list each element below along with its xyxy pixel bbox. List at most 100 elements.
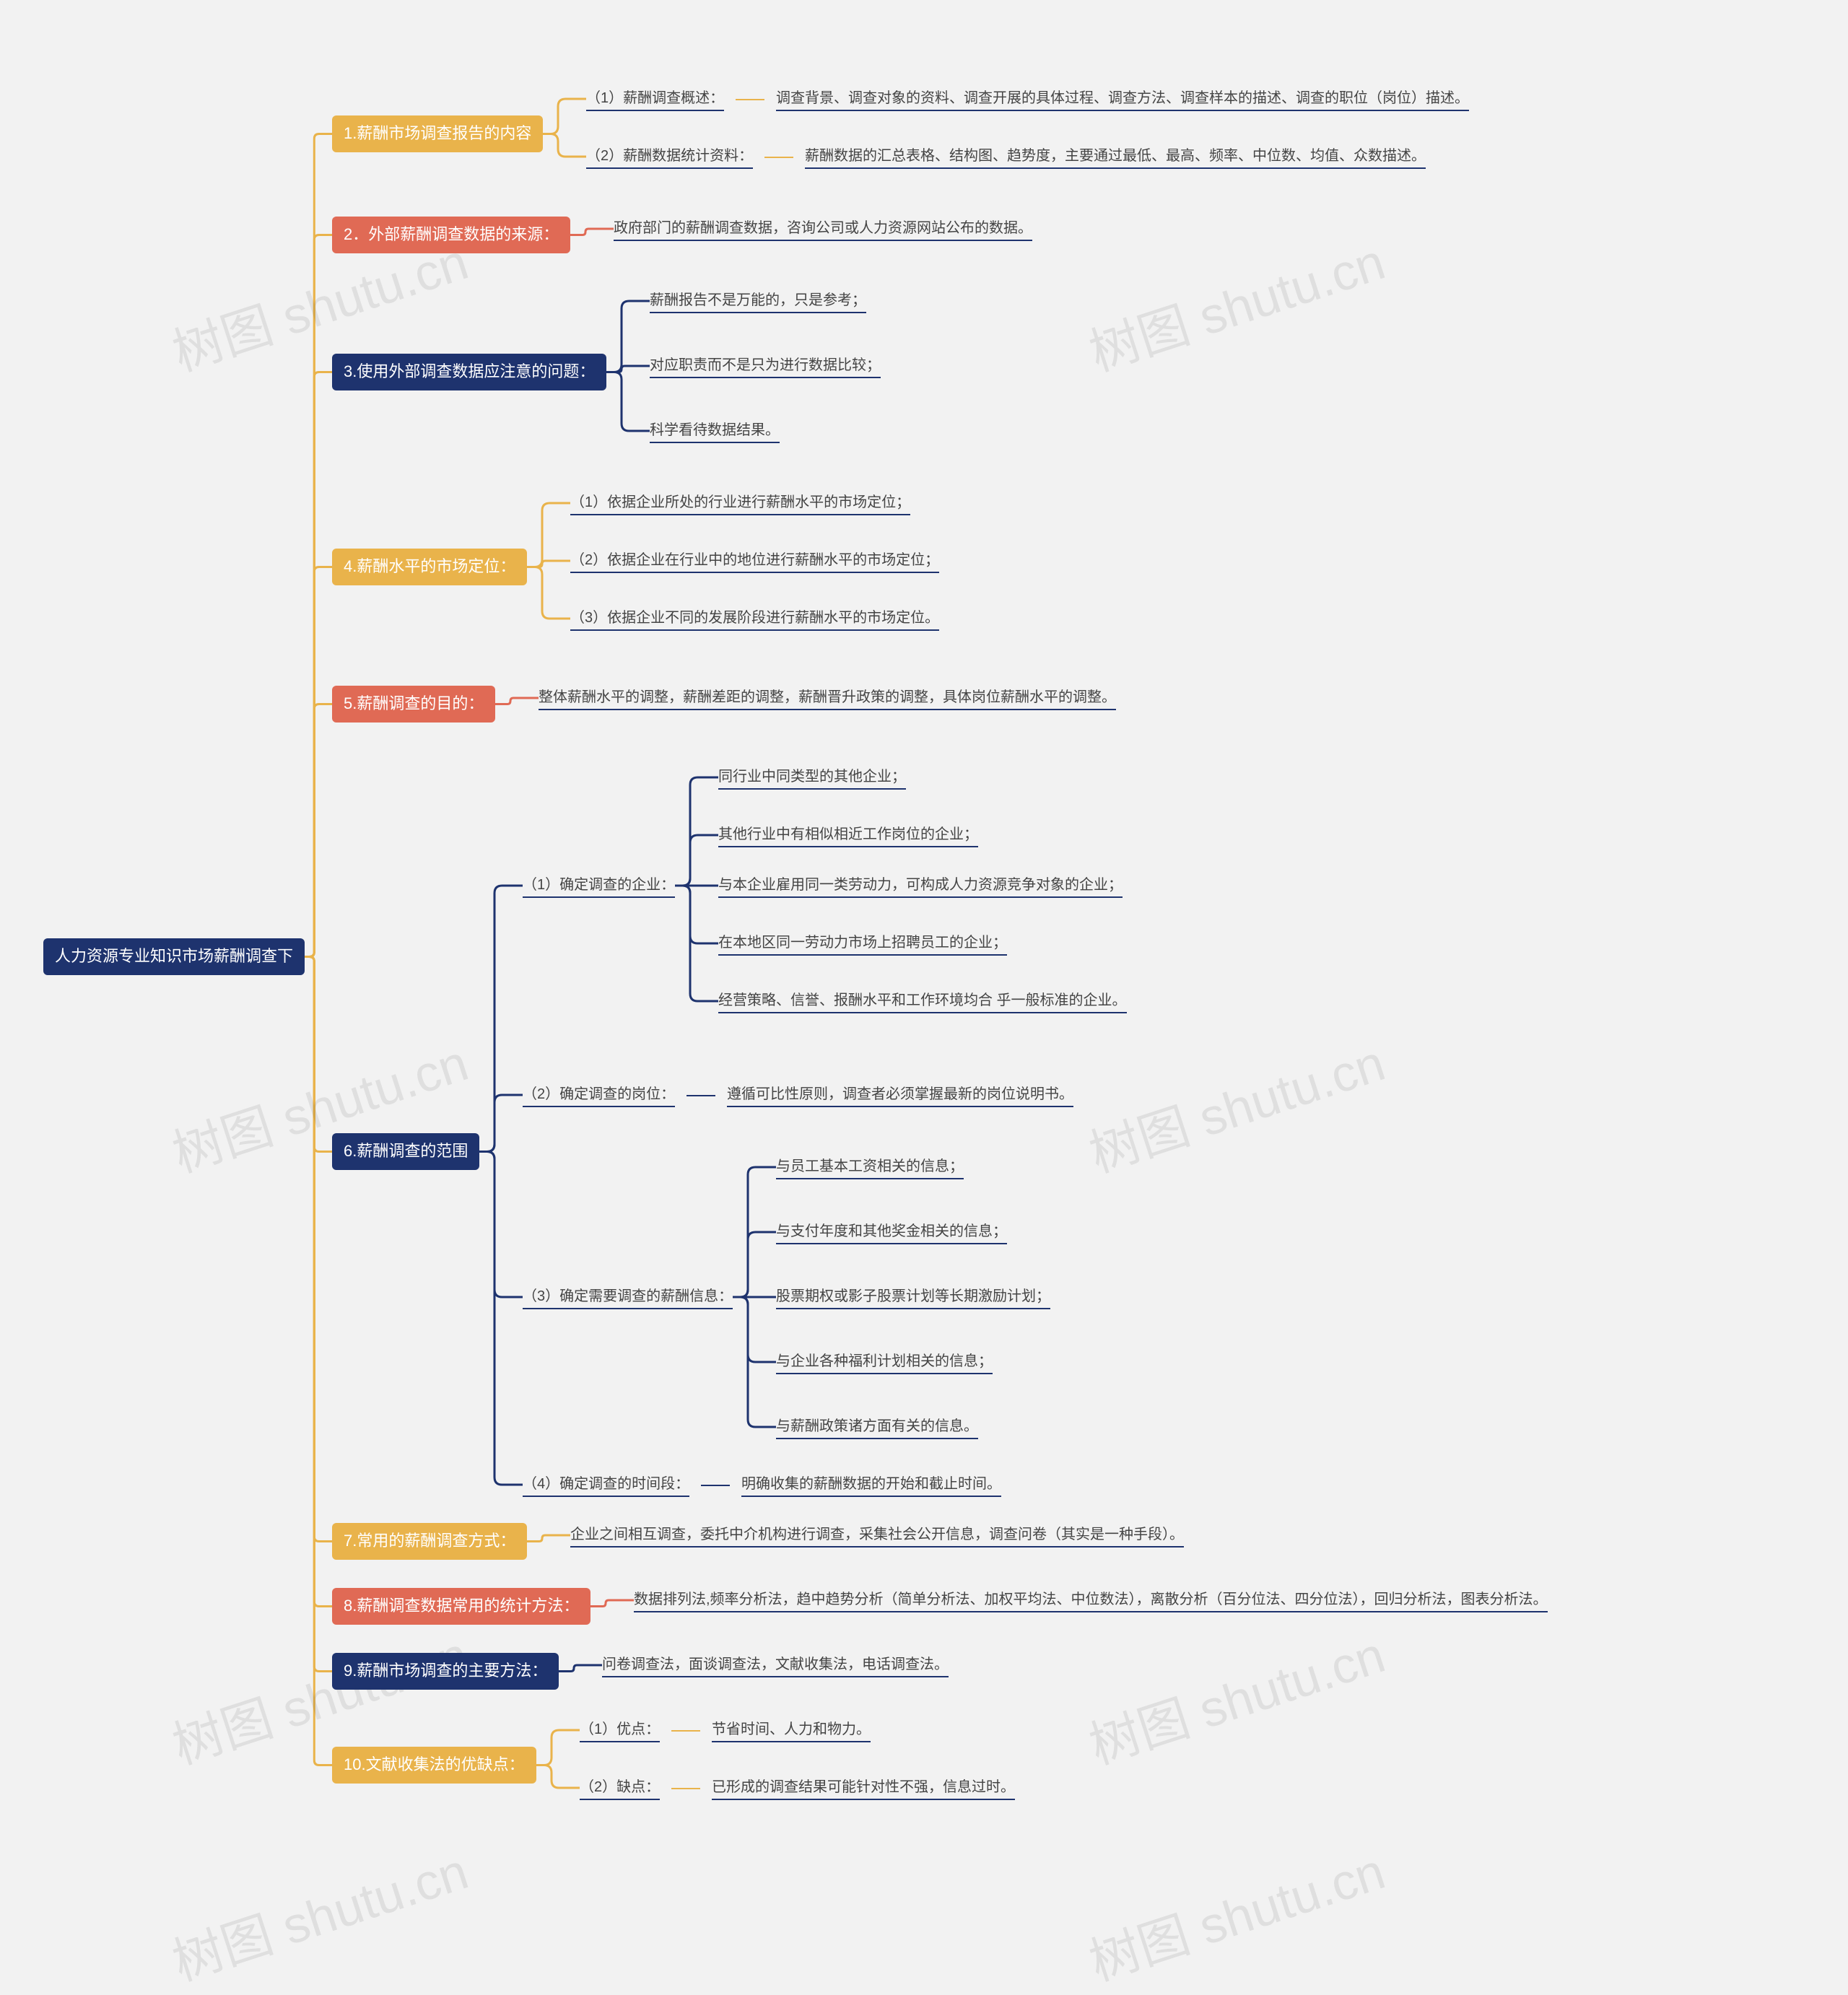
n7a: 企业之间相互调查，委托中介机构进行调查，采集社会公开信息，调查问卷（其实是一种手…	[570, 1523, 1184, 1547]
n10b-detail-text: 已形成的调查结果可能针对性不强，信息过时。	[712, 1776, 1015, 1800]
n6c2-text: 与支付年度和其他奖金相关的信息；	[776, 1220, 1007, 1244]
watermark-1: 树图 shutu.cn	[1079, 222, 1393, 385]
n6a2-text: 其他行业中有相似相近工作岗位的企业；	[718, 823, 978, 847]
n1b: （2）薪酬数据统计资料：	[586, 144, 753, 169]
n10a-detail-text: 节省时间、人力和物力。	[712, 1718, 871, 1742]
n6c-text: （3）确定需要调查的薪酬信息：	[523, 1285, 733, 1309]
n6d-detail: 明确收集的薪酬数据的开始和截止时间。	[741, 1472, 1001, 1497]
n4c-text: （3）依据企业不同的发展阶段进行薪酬水平的市场定位。	[570, 606, 939, 631]
n6c: （3）确定需要调查的薪酬信息：	[523, 1285, 733, 1309]
n2[interactable]: 2．外部薪酬调查数据的来源：	[332, 217, 570, 253]
n7[interactable]: 7.常用的薪酬调查方式：	[332, 1523, 527, 1560]
n9a-text: 问卷调查法，面谈调查法，文献收集法，电话调查法。	[602, 1653, 949, 1677]
n10[interactable]: 10.文献收集法的优缺点：	[332, 1747, 536, 1784]
n10a: （1）优点：	[580, 1718, 660, 1742]
n6c3-text: 股票期权或影子股票计划等长期激励计划；	[776, 1285, 1050, 1309]
n4b-text: （2）依据企业在行业中的地位进行薪酬水平的市场定位；	[570, 549, 939, 573]
n9[interactable]: 9.薪酬市场调查的主要方法：	[332, 1653, 559, 1690]
n6a3: 与本企业雇用同一类劳动力，可构成人力资源竞争对象的企业；	[718, 873, 1123, 898]
n4a: （1）依据企业所处的行业进行薪酬水平的市场定位；	[570, 491, 910, 515]
n4b: （2）依据企业在行业中的地位进行薪酬水平的市场定位；	[570, 549, 939, 573]
n3-label: 3.使用外部调查数据应注意的问题：	[332, 354, 606, 390]
n5[interactable]: 5.薪酬调查的目的：	[332, 686, 495, 723]
n6a4: 在本地区同一劳动力市场上招聘员工的企业；	[718, 931, 1007, 956]
n5-label: 5.薪酬调查的目的：	[332, 686, 495, 723]
n8a: 数据排列法,频率分析法，趋中趋势分析（简单分析法、加权平均法、中位数法），离散分…	[634, 1588, 1548, 1612]
n6a1: 同行业中同类型的其他企业；	[718, 765, 906, 790]
n6a: （1）确定调查的企业：	[523, 873, 675, 898]
n5a-text: 整体薪酬水平的调整，薪酬差距的调整，薪酬晋升政策的调整，具体岗位薪酬水平的调整。	[539, 686, 1116, 710]
n10b-text: （2）缺点：	[580, 1776, 660, 1800]
n6a-text: （1）确定调查的企业：	[523, 873, 675, 898]
n1[interactable]: 1.薪酬市场调查报告的内容	[332, 115, 543, 152]
n9-label: 9.薪酬市场调查的主要方法：	[332, 1653, 559, 1690]
n7-label: 7.常用的薪酬调查方式：	[332, 1523, 527, 1560]
n1-label: 1.薪酬市场调查报告的内容	[332, 115, 543, 152]
n6d-dash	[701, 1485, 730, 1486]
n8[interactable]: 8.薪酬调查数据常用的统计方法：	[332, 1588, 590, 1625]
n6a1-text: 同行业中同类型的其他企业；	[718, 765, 906, 790]
n3a-text: 薪酬报告不是万能的，只是参考；	[650, 289, 866, 313]
n6d: （4）确定调查的时间段：	[523, 1472, 689, 1497]
n3b: 对应职责而不是只为进行数据比较；	[650, 354, 881, 378]
n2a-text: 政府部门的薪酬调查数据，咨询公司或人力资源网站公布的数据。	[614, 217, 1032, 241]
watermark-5: 树图 shutu.cn	[1079, 1615, 1393, 1778]
root-node: 人力资源专业知识市场薪酬调查下	[43, 938, 305, 975]
n8a-text: 数据排列法,频率分析法，趋中趋势分析（简单分析法、加权平均法、中位数法），离散分…	[634, 1588, 1548, 1612]
n10a-dash	[671, 1730, 700, 1732]
n7a-text: 企业之间相互调查，委托中介机构进行调查，采集社会公开信息，调查问卷（其实是一种手…	[570, 1523, 1184, 1547]
n6c3: 股票期权或影子股票计划等长期激励计划；	[776, 1285, 1050, 1309]
watermark-3: 树图 shutu.cn	[1079, 1023, 1393, 1187]
n3b-text: 对应职责而不是只为进行数据比较；	[650, 354, 881, 378]
n6d-text: （4）确定调查的时间段：	[523, 1472, 689, 1497]
n6b: （2）确定调查的岗位：	[523, 1083, 675, 1107]
n10b: （2）缺点：	[580, 1776, 660, 1800]
n6a4-text: 在本地区同一劳动力市场上招聘员工的企业；	[718, 931, 1007, 956]
n3[interactable]: 3.使用外部调查数据应注意的问题：	[332, 354, 606, 390]
n6a5: 经营策略、信誉、报酬水平和工作环境均合 乎一般标准的企业。	[718, 989, 1127, 1013]
n10b-dash	[671, 1788, 700, 1789]
n6c5-text: 与薪酬政策诸方面有关的信息。	[776, 1415, 978, 1439]
n6c4-text: 与企业各种福利计划相关的信息；	[776, 1350, 993, 1374]
n10a-text: （1）优点：	[580, 1718, 660, 1742]
n1a-text: （1）薪酬调查概述：	[586, 87, 724, 111]
n4a-text: （1）依据企业所处的行业进行薪酬水平的市场定位；	[570, 491, 910, 515]
n6c2: 与支付年度和其他奖金相关的信息；	[776, 1220, 1007, 1244]
n6d-detail-text: 明确收集的薪酬数据的开始和截止时间。	[741, 1472, 1001, 1497]
n6a5-text: 经营策略、信誉、报酬水平和工作环境均合 乎一般标准的企业。	[718, 989, 1127, 1013]
n8-label: 8.薪酬调查数据常用的统计方法：	[332, 1588, 590, 1625]
n6a3-text: 与本企业雇用同一类劳动力，可构成人力资源竞争对象的企业；	[718, 873, 1123, 898]
n4-label: 4.薪酬水平的市场定位：	[332, 549, 527, 585]
n5a: 整体薪酬水平的调整，薪酬差距的调整，薪酬晋升政策的调整，具体岗位薪酬水平的调整。	[539, 686, 1116, 710]
n3c-text: 科学看待数据结果。	[650, 419, 780, 443]
n6b-dash	[687, 1095, 715, 1096]
n6c5: 与薪酬政策诸方面有关的信息。	[776, 1415, 978, 1439]
n6b-detail: 遵循可比性原则，调查者必须掌握最新的岗位说明书。	[727, 1083, 1073, 1107]
n4c: （3）依据企业不同的发展阶段进行薪酬水平的市场定位。	[570, 606, 939, 631]
n6c1-text: 与员工基本工资相关的信息；	[776, 1155, 964, 1179]
n6[interactable]: 6.薪酬调查的范围	[332, 1133, 479, 1170]
n1b-dash	[764, 157, 793, 158]
n1b-text: （2）薪酬数据统计资料：	[586, 144, 753, 169]
n1b-detail: 薪酬数据的汇总表格、结构图、趋势度，主要通过最低、最高、频率、中位数、均值、众数…	[805, 144, 1426, 169]
watermark-7: 树图 shutu.cn	[1079, 1831, 1393, 1995]
n10a-detail: 节省时间、人力和物力。	[712, 1718, 871, 1742]
n9a: 问卷调查法，面谈调查法，文献收集法，电话调查法。	[602, 1653, 949, 1677]
n4[interactable]: 4.薪酬水平的市场定位：	[332, 549, 527, 585]
n1a-detail: 调查背景、调查对象的资料、调查开展的具体过程、调查方法、调查样本的描述、调查的职…	[776, 87, 1469, 111]
n6c1: 与员工基本工资相关的信息；	[776, 1155, 964, 1179]
n1a-dash	[736, 99, 764, 100]
watermark-6: 树图 shutu.cn	[162, 1831, 476, 1995]
n6-label: 6.薪酬调查的范围	[332, 1133, 479, 1170]
n1a: （1）薪酬调查概述：	[586, 87, 724, 111]
n6c4: 与企业各种福利计划相关的信息；	[776, 1350, 993, 1374]
n3c: 科学看待数据结果。	[650, 419, 780, 443]
n6a2: 其他行业中有相似相近工作岗位的企业；	[718, 823, 978, 847]
n10-label: 10.文献收集法的优缺点：	[332, 1747, 536, 1784]
n1a-detail-text: 调查背景、调查对象的资料、调查开展的具体过程、调查方法、调查样本的描述、调查的职…	[776, 87, 1469, 111]
n1b-detail-text: 薪酬数据的汇总表格、结构图、趋势度，主要通过最低、最高、频率、中位数、均值、众数…	[805, 144, 1426, 169]
root-node-label: 人力资源专业知识市场薪酬调查下	[43, 938, 305, 975]
n2-label: 2．外部薪酬调查数据的来源：	[332, 217, 570, 253]
n3a: 薪酬报告不是万能的，只是参考；	[650, 289, 866, 313]
n10b-detail: 已形成的调查结果可能针对性不强，信息过时。	[712, 1776, 1015, 1800]
